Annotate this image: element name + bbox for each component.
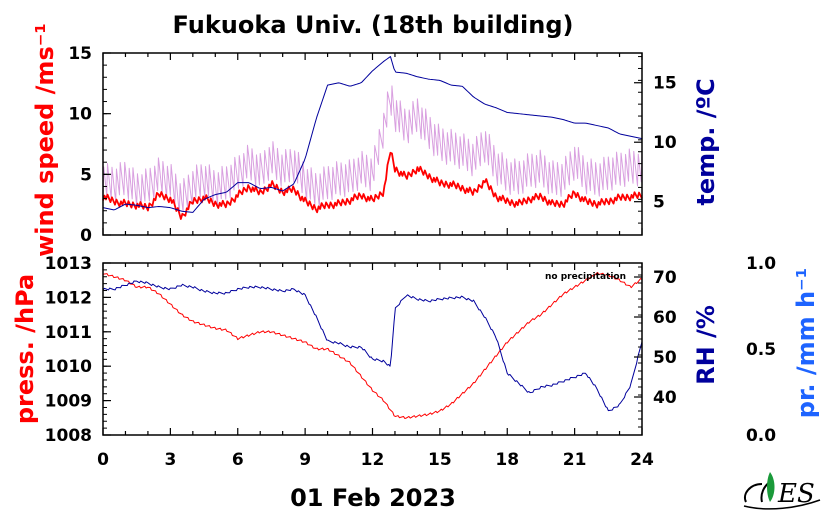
rh-axis-ticks: 40 50 60 70 [634, 266, 677, 436]
press-series [102, 271, 643, 420]
x-tick-label: 18 [495, 450, 519, 470]
top-plot-frame [102, 52, 643, 236]
x-tick-label: 9 [299, 450, 311, 470]
press-axis-label: press. /hPa [11, 274, 39, 424]
gust-line [102, 85, 643, 215]
top-x-ticks [102, 53, 643, 235]
x-tick-label: 21 [563, 450, 587, 470]
y-tick-label: 60 [653, 308, 677, 328]
wind-axis-ticks: 0 5 10 15 [68, 44, 111, 246]
bottom-plot-frame [102, 262, 643, 436]
press-line [102, 271, 643, 420]
y-tick-label: 40 [653, 388, 677, 408]
svg-text:ES: ES [777, 479, 815, 509]
x-tick-label: 6 [232, 450, 244, 470]
rh-series [102, 280, 643, 412]
y-tick-label: 5 [80, 165, 92, 185]
precip-tick-label: 1.0 [746, 254, 776, 274]
y-tick-label: 1012 [45, 288, 92, 308]
x-tick-label: 24 [630, 450, 654, 470]
y-tick-label: 1008 [45, 426, 92, 446]
precip-tick-label: 0.5 [746, 340, 776, 360]
y-tick-label: 50 [653, 348, 677, 368]
precip-axis-label: pr. /mm h⁻¹ [792, 268, 820, 418]
wind-series [102, 151, 643, 220]
rh-line [102, 280, 643, 412]
y-tick-label: 1010 [45, 357, 92, 377]
temp-axis-label: temp. /ºC [692, 78, 720, 205]
date-label: 01 Feb 2023 [290, 484, 456, 512]
x-tick-label: 0 [97, 450, 109, 470]
wind-temp-panel: 0 5 10 15 5 10 15 wind speed /ms⁻¹ temp. /ºC [31, 23, 720, 257]
temp-line [102, 56, 643, 213]
y-tick-label: 0 [80, 226, 92, 246]
temp-axis-ticks: 5 10 15 [634, 56, 677, 236]
wind-line [102, 151, 643, 220]
bottom-x-ticks [102, 263, 643, 435]
y-tick-label: 5 [653, 193, 665, 213]
y-tick-label: 70 [653, 268, 677, 288]
precip-tick-label: 0.0 [746, 426, 776, 446]
rh-axis-label: RH /% [692, 305, 720, 385]
wind-axis-label: wind speed /ms⁻¹ [31, 23, 59, 257]
x-tick-label: 12 [361, 450, 385, 470]
press-rh-panel: 1008 1009 1010 1011 1012 1013 40 50 60 70 0.0 0.5… [11, 254, 820, 446]
y-tick-label: 10 [68, 105, 92, 125]
y-tick-label: 15 [68, 44, 92, 64]
y-tick-label: 1009 [45, 392, 92, 412]
x-tick-labels: 0 3 6 9 12 15 18 21 24 [97, 450, 654, 470]
x-tick-label: 15 [428, 450, 452, 470]
x-tick-label: 3 [164, 450, 176, 470]
y-tick-label: 1011 [45, 323, 92, 343]
precipitation-note: no precipitation [545, 272, 626, 282]
gust-series [102, 85, 643, 215]
press-axis-ticks: 1008 1009 1010 1011 1012 1013 [45, 254, 111, 446]
institution-logo-icon: ES [743, 472, 821, 510]
y-tick-label: 10 [653, 133, 677, 153]
temp-series [102, 56, 643, 213]
chart-title: Fukuoka Univ. (18th building) [173, 11, 574, 39]
y-tick-label: 15 [653, 74, 677, 94]
y-tick-label: 1013 [45, 254, 92, 274]
precip-axis-ticks: 0.0 0.5 1.0 [746, 254, 776, 446]
